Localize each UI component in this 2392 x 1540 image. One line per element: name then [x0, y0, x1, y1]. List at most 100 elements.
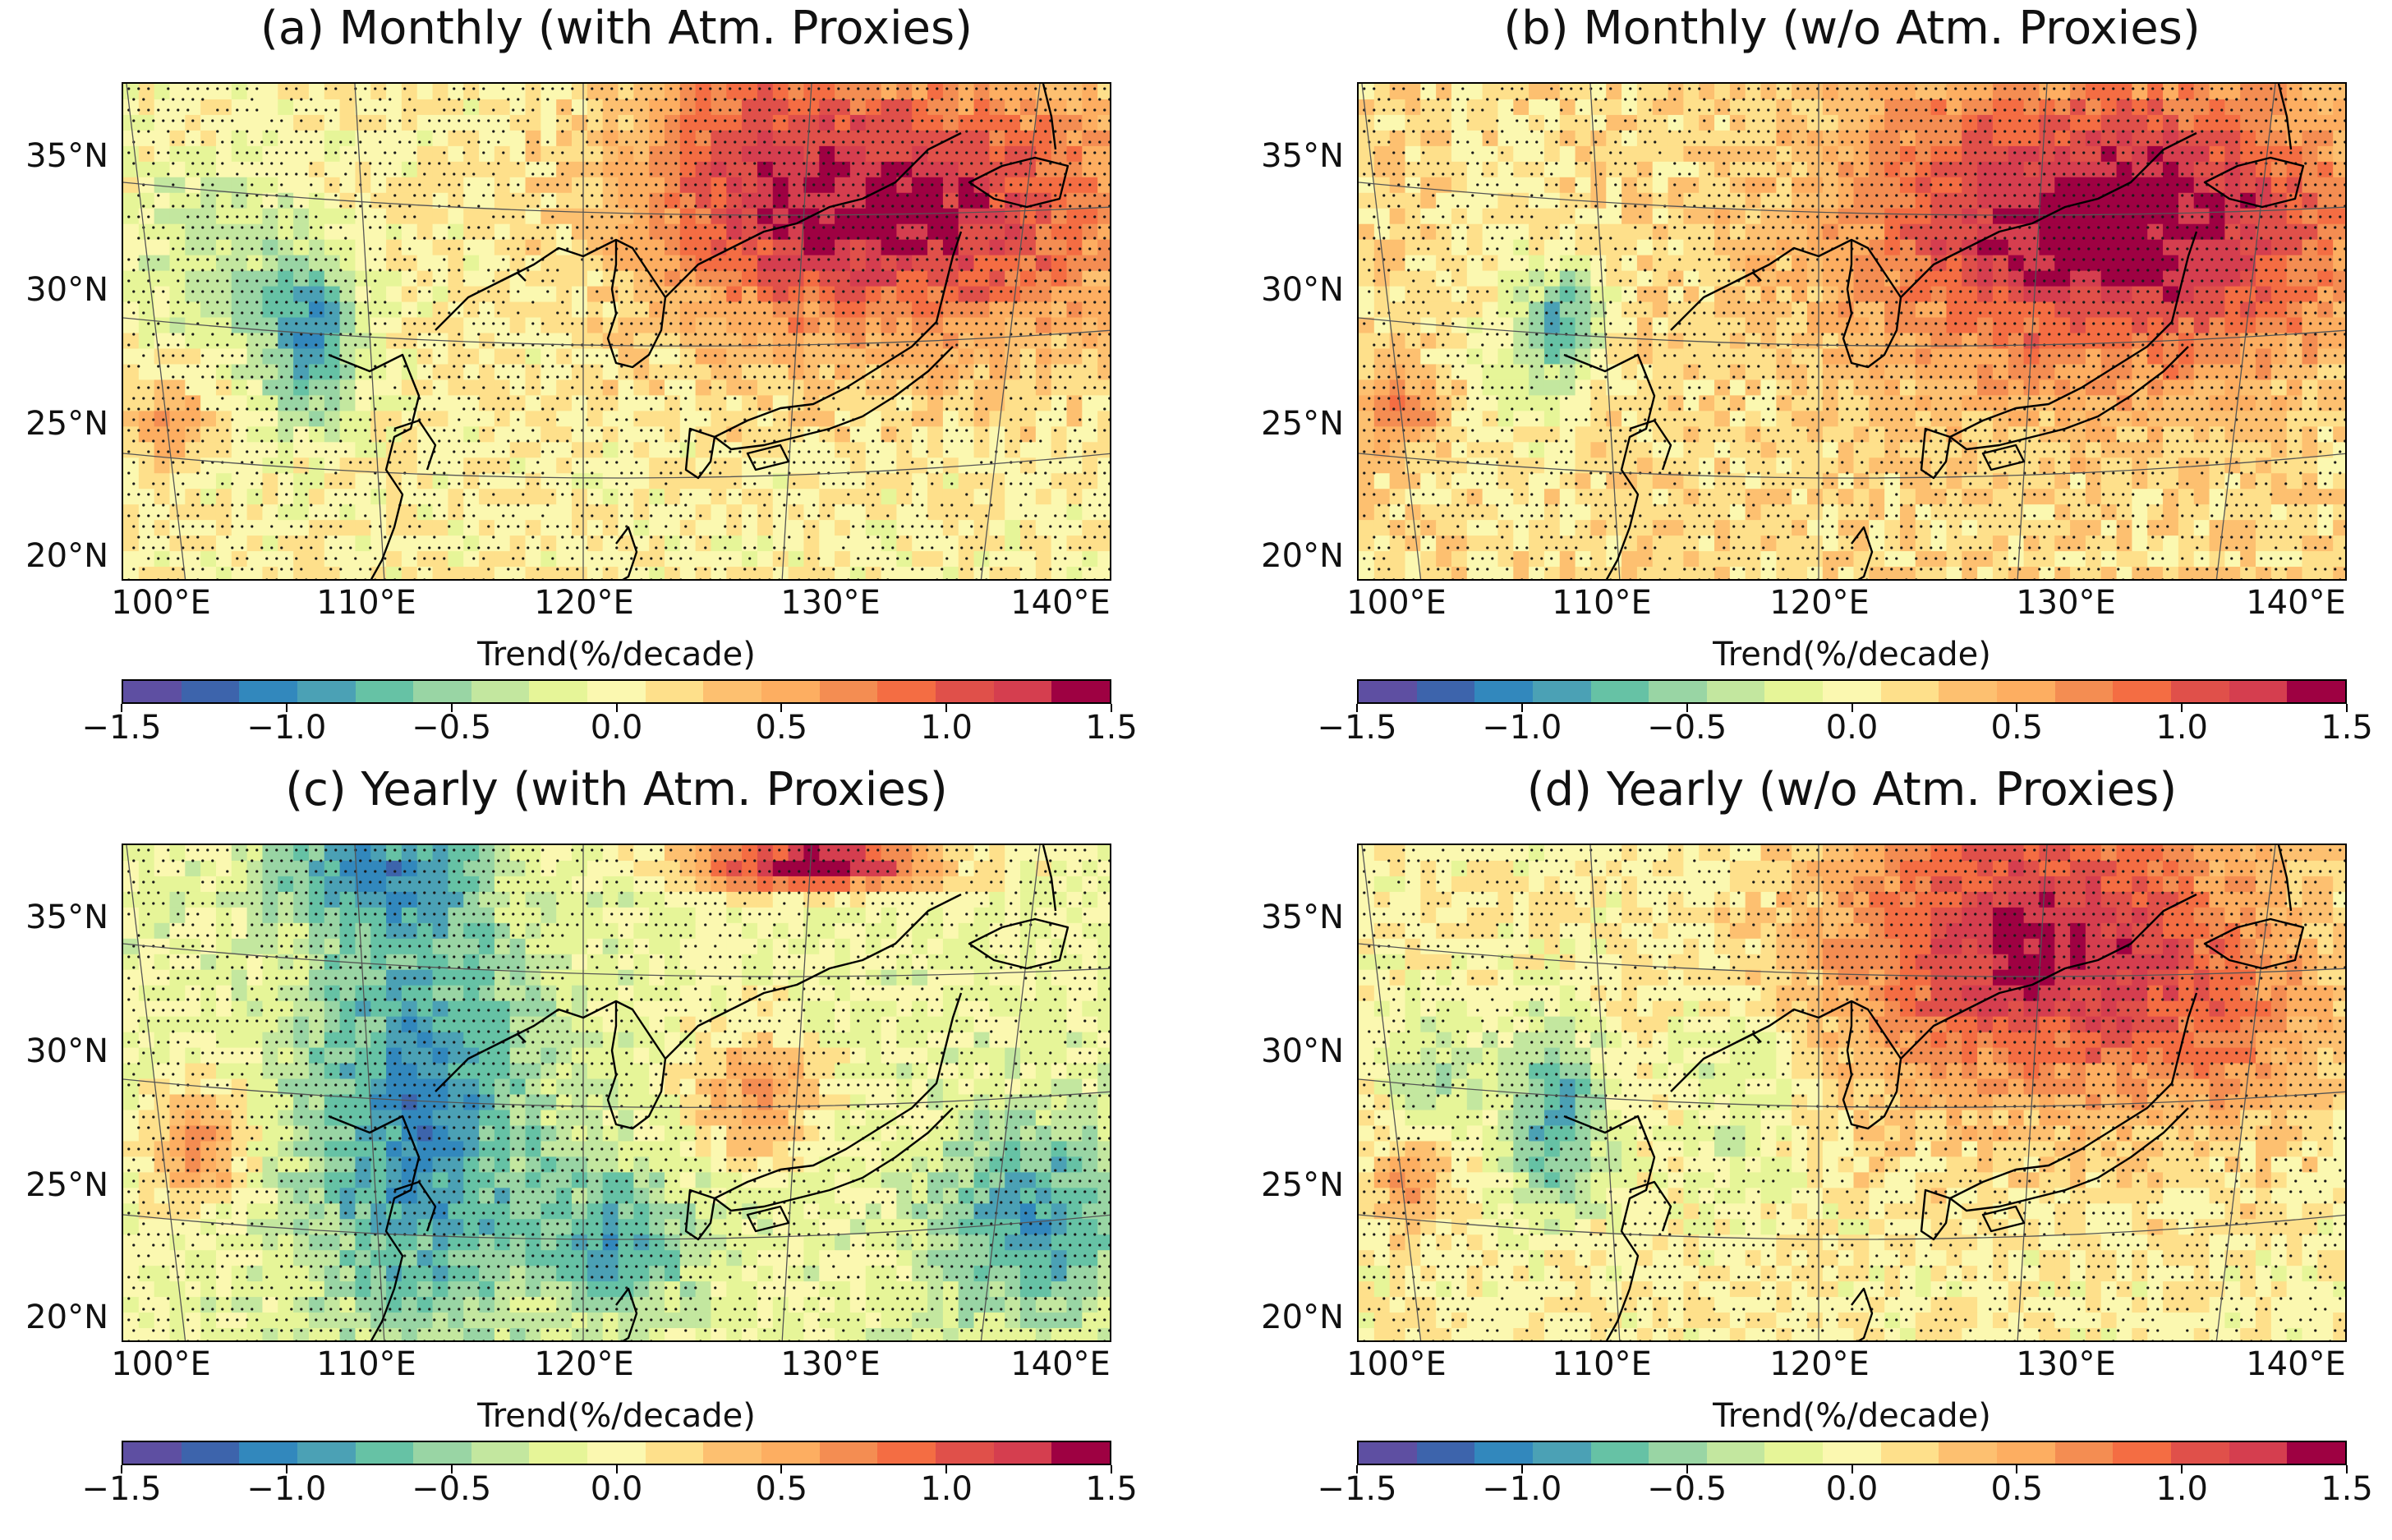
trend-cell	[401, 395, 418, 411]
trend-cell	[370, 520, 387, 536]
stipple-dot	[162, 418, 165, 421]
trend-cell	[586, 317, 604, 334]
trend-cell	[572, 348, 588, 365]
stipple-dot	[674, 205, 678, 208]
stipple-dot	[985, 258, 988, 261]
stipple-dot	[783, 354, 786, 357]
trend-cell	[246, 130, 264, 147]
trend-cell	[1051, 348, 1068, 365]
trend-cell	[355, 348, 371, 365]
stipple-dot	[965, 108, 968, 112]
stipple-dot	[310, 247, 313, 251]
stipple-dot	[896, 194, 899, 197]
stipple-dot	[522, 407, 525, 411]
stipple-dot	[827, 386, 830, 389]
trend-cell	[1097, 270, 1110, 287]
stipple-dot	[911, 119, 914, 122]
trend-cell	[927, 426, 944, 443]
stipple-dot	[507, 397, 510, 400]
stipple-dot	[817, 322, 821, 325]
trend-cell	[679, 395, 697, 411]
stipple-dot	[1019, 375, 1023, 379]
trend-cell	[973, 99, 990, 116]
stipple-dot	[758, 151, 761, 154]
trend-cell	[1066, 255, 1083, 272]
stipple-dot	[280, 375, 283, 379]
stipple-dot	[226, 279, 229, 283]
stipple-dot	[1000, 269, 1003, 272]
trend-cell	[1005, 84, 1021, 100]
stipple-dot	[1108, 354, 1110, 357]
stipple-dot	[945, 151, 949, 154]
stipple-dot	[625, 226, 628, 229]
trend-cell	[246, 223, 264, 241]
stipple-dot	[699, 322, 702, 325]
trend-cell	[788, 395, 805, 411]
stipple-dot	[876, 301, 880, 304]
trend-cell	[416, 223, 434, 241]
stipple-dot	[482, 87, 485, 90]
trend-cell	[649, 192, 665, 209]
stipple-dot	[758, 130, 761, 133]
trend-cell	[556, 411, 573, 427]
trend-cell	[525, 286, 541, 303]
stipple-dot	[315, 108, 318, 112]
stipple-dot	[196, 215, 200, 218]
trend-cell	[649, 255, 665, 272]
trend-cell	[664, 286, 681, 303]
stipple-dot	[502, 151, 505, 154]
stipple-dot	[965, 279, 968, 283]
trend-cell	[1035, 161, 1052, 178]
stipple-dot	[704, 354, 707, 357]
trend-cell	[602, 130, 619, 147]
trend-cell	[835, 208, 851, 225]
trend-cell	[679, 317, 697, 334]
trend-cell	[324, 426, 341, 443]
trend-cell	[726, 208, 743, 225]
stipple-dot	[300, 98, 303, 101]
trend-cell	[494, 114, 511, 131]
trend-cell	[849, 130, 867, 147]
trend-cell	[586, 551, 604, 568]
trend-cell	[463, 145, 480, 163]
stipple-dot	[275, 151, 278, 154]
trend-cell	[803, 84, 820, 100]
stipple-dot	[408, 354, 412, 357]
trend-cell	[339, 145, 356, 163]
trend-cell	[757, 192, 774, 209]
stipple-dot	[246, 407, 249, 411]
stipple-dot	[970, 333, 973, 336]
trend-cell	[386, 99, 402, 116]
stipple-dot	[719, 215, 722, 218]
stipple-dot	[975, 194, 978, 197]
trend-cell	[1051, 473, 1068, 490]
stipple-dot	[137, 237, 140, 240]
trend-cell	[494, 520, 511, 536]
trend-cell	[572, 473, 588, 490]
stipple-dot	[270, 226, 274, 229]
trend-cell	[1035, 395, 1052, 411]
trend-cell	[989, 504, 1005, 521]
stipple-dot	[867, 365, 870, 368]
trend-cell	[572, 551, 588, 568]
stipple-dot	[990, 226, 993, 229]
stipple-dot	[985, 130, 988, 133]
trend-cell	[602, 317, 619, 334]
stipple-dot	[334, 365, 338, 368]
stipple-dot	[763, 119, 766, 122]
stipple-dot	[334, 322, 338, 325]
stipple-dot	[295, 279, 298, 283]
trend-cell	[958, 489, 975, 505]
stipple-dot	[142, 461, 145, 464]
stipple-dot	[487, 461, 490, 464]
stipple-dot	[280, 439, 283, 443]
trend-cell	[896, 489, 913, 505]
trend-cell	[726, 364, 743, 381]
trend-cell	[881, 239, 898, 256]
stipple-dot	[719, 194, 722, 197]
stipple-dot	[413, 343, 416, 347]
stipple-dot	[211, 311, 214, 315]
trend-cell	[525, 130, 541, 147]
stipple-dot	[1044, 215, 1047, 218]
stipple-dot	[704, 418, 707, 421]
